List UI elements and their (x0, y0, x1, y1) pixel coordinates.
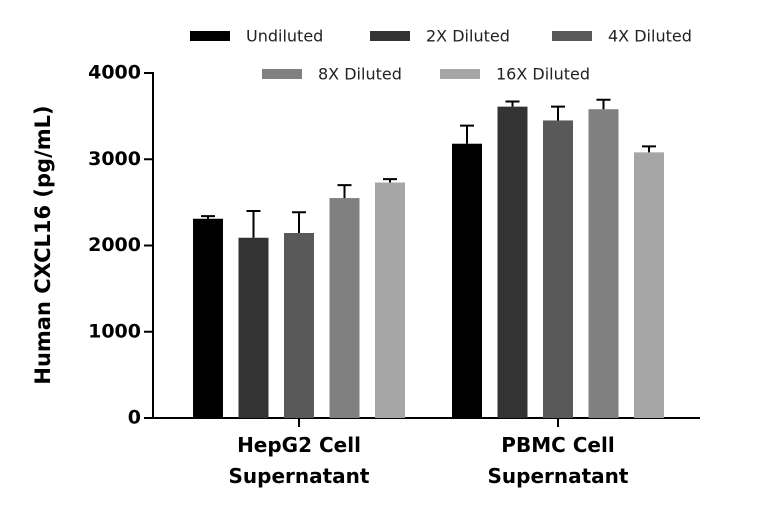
legend-swatch (440, 69, 480, 79)
legend-label: Undiluted (246, 27, 323, 46)
error-bar (642, 145, 656, 153)
error-bar (337, 184, 352, 199)
error-bar (505, 100, 520, 107)
error-bar (551, 105, 565, 121)
legend-label: 8X Diluted (318, 65, 402, 84)
y-axis-label: Human CXCL16 (pg/mL) (31, 105, 55, 384)
error-bar (292, 211, 306, 233)
bar (238, 237, 269, 418)
bar (497, 106, 528, 418)
legend-label: 4X Diluted (608, 27, 692, 46)
error-bar (201, 215, 215, 219)
y-tick-label: 0 (128, 407, 141, 429)
bar (284, 232, 314, 418)
y-tick-label: 1000 (88, 320, 141, 342)
error-bar (246, 210, 261, 238)
legend-label: 2X Diluted (426, 27, 510, 46)
error-bar (383, 178, 397, 183)
y-tick-label: 3000 (88, 148, 141, 170)
error-bar (460, 124, 474, 144)
error-bar (596, 98, 611, 110)
legend-swatch (552, 31, 592, 41)
legend-label: 16X Diluted (496, 65, 590, 84)
legend-swatch (190, 31, 230, 41)
y-tick-label: 2000 (88, 234, 141, 256)
x-tick-label: HepG2 Cell Supernatant (228, 433, 370, 488)
legend-swatch (262, 69, 302, 79)
y-tick-label: 4000 (88, 62, 141, 84)
bar (588, 109, 619, 418)
bar (375, 182, 405, 418)
x-tick-label: PBMC Cell Supernatant (487, 433, 629, 488)
bar (193, 218, 223, 418)
bar (329, 198, 360, 418)
bar (543, 120, 573, 418)
bar (452, 143, 482, 418)
bar (634, 152, 664, 418)
legend-swatch (370, 31, 410, 41)
